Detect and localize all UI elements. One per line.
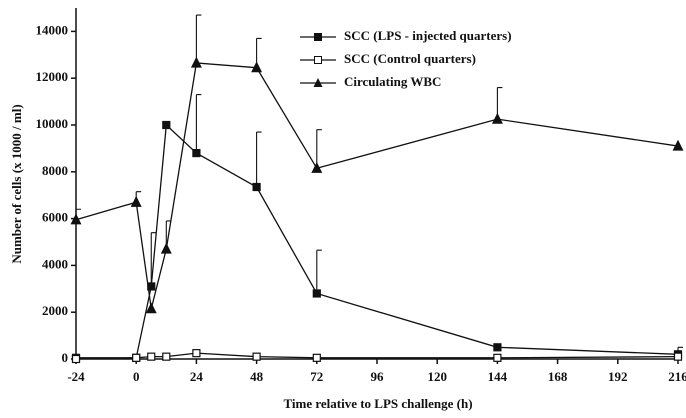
data-point	[493, 353, 502, 362]
y-tick-label: 12000	[36, 69, 69, 84]
data-point	[493, 343, 502, 352]
data-point	[252, 182, 261, 192]
error-bar	[150, 232, 157, 287]
series-line	[75, 62, 679, 309]
x-tick-label: -24	[67, 369, 85, 384]
data-point	[130, 195, 142, 207]
y-tick-label: 8000	[42, 163, 68, 178]
error-bar	[316, 129, 322, 169]
data-point	[252, 352, 261, 361]
x-tick-label: 168	[548, 369, 568, 384]
x-tick-label: 120	[427, 369, 447, 384]
data-point	[162, 120, 171, 130]
legend-label: SCC (Control quarters)	[344, 51, 476, 66]
legend-marker	[313, 78, 323, 87]
error-bar	[195, 14, 202, 63]
x-tick-label: 72	[310, 369, 323, 384]
x-tick-label: 48	[250, 369, 264, 384]
data-point	[147, 352, 156, 361]
data-point	[673, 352, 683, 361]
data-point	[71, 354, 81, 364]
data-point	[312, 289, 321, 298]
x-axis-title: Time relative to LPS challenge (h)	[283, 396, 472, 411]
legend-label: SCC (LPS - injected quarters)	[344, 28, 512, 43]
y-tick-label: 0	[62, 350, 69, 365]
data-point	[312, 353, 321, 362]
legend-marker	[314, 33, 322, 41]
error-bar	[256, 131, 262, 188]
y-axis-title: Number of cells (x 1000 / ml)	[9, 104, 24, 263]
data-point	[145, 302, 157, 314]
y-tick-label: 6000	[42, 210, 68, 225]
x-tick-label: 24	[190, 369, 204, 384]
data-point	[192, 148, 201, 158]
y-tick-label: 4000	[42, 256, 68, 271]
data-point	[162, 352, 171, 361]
x-tick-label: 216	[668, 369, 686, 384]
legend-marker	[314, 56, 322, 64]
data-point	[192, 349, 201, 358]
data-point	[311, 161, 323, 173]
error-bar	[195, 94, 202, 154]
y-tick-label: 14000	[36, 22, 69, 37]
data-point	[70, 213, 82, 225]
data-point	[132, 353, 141, 362]
x-tick-label: 144	[488, 369, 508, 384]
x-tick-label: 0	[133, 369, 140, 384]
x-tick-label: 192	[608, 369, 628, 384]
error-bar	[316, 249, 322, 294]
data-point	[491, 112, 503, 124]
data-point	[190, 56, 202, 68]
y-tick-label: 10000	[36, 116, 69, 131]
x-tick-label: 96	[371, 369, 385, 384]
data-point	[251, 61, 263, 73]
data-point	[160, 242, 172, 254]
legend-label: Circulating WBC	[344, 74, 441, 89]
data-point	[672, 139, 684, 151]
y-tick-label: 2000	[42, 303, 68, 318]
